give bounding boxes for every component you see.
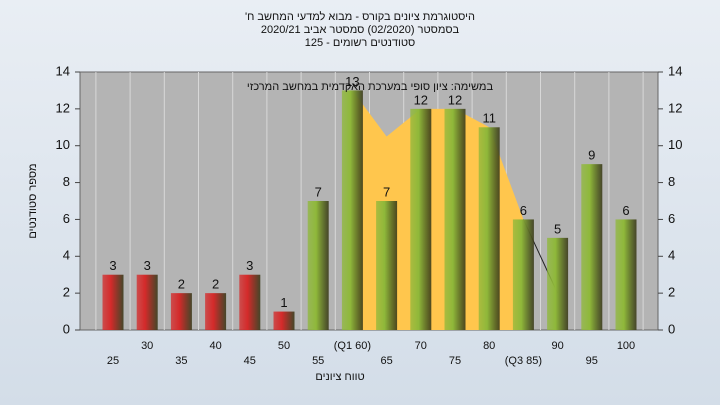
bar xyxy=(410,108,432,330)
bar xyxy=(205,293,227,330)
x-tick-label: 30 xyxy=(141,340,153,352)
y2-tick-label: 12 xyxy=(668,100,682,115)
y-tick-label: 10 xyxy=(56,137,70,152)
y2-tick-label: 14 xyxy=(668,63,682,78)
y2-tick-label: 4 xyxy=(668,248,675,263)
x-tick-label: 65 xyxy=(380,355,392,367)
value-label: 12 xyxy=(414,92,428,107)
bar xyxy=(102,274,124,330)
x-tick-label: (Q1 60) xyxy=(334,340,371,352)
x-tick-label: 90 xyxy=(551,340,563,352)
y-tick-label: 8 xyxy=(63,174,70,189)
x-tick-label: 80 xyxy=(483,340,495,352)
value-label: 12 xyxy=(448,92,462,107)
bar xyxy=(307,201,329,330)
y-tick-label: 4 xyxy=(63,248,70,263)
x-tick-label: 35 xyxy=(175,355,187,367)
value-label: 2 xyxy=(178,277,185,292)
y2-tick-label: 2 xyxy=(668,285,675,300)
x-tick-label: 55 xyxy=(312,355,324,367)
bar xyxy=(547,237,569,330)
bar xyxy=(170,293,192,330)
x-tick-label: (Q3 85) xyxy=(505,355,542,367)
x-tick-label: 50 xyxy=(278,340,290,352)
value-label: 7 xyxy=(383,184,390,199)
y2-tick-label: 10 xyxy=(668,137,682,152)
chart-subtitle: סטודנטים רשומים - 125 xyxy=(305,37,416,49)
bar xyxy=(581,164,603,330)
y-tick-label: 6 xyxy=(63,211,70,226)
annotation: במשימה: ציון סופי במערכת האקדמית במחשב ה… xyxy=(247,81,494,93)
bar xyxy=(615,219,637,330)
x-tick-label: 95 xyxy=(586,355,598,367)
y-tick-label: 2 xyxy=(63,285,70,300)
y-tick-label: 12 xyxy=(56,100,70,115)
y-axis-label: מספר סטודנטים xyxy=(27,163,39,238)
value-label: 9 xyxy=(588,148,595,163)
x-tick-label: 70 xyxy=(415,340,427,352)
chart-subtitle: בסמסטר (02/2020) סמסטר אביב 2020/21 xyxy=(261,24,460,36)
bar xyxy=(444,108,466,330)
value-label: 5 xyxy=(554,221,561,236)
bar xyxy=(341,90,363,330)
bar xyxy=(478,127,500,331)
x-tick-label: 75 xyxy=(449,355,461,367)
x-tick-label: 100 xyxy=(617,340,635,352)
x-axis-label: טווח ציונים xyxy=(315,371,364,383)
value-label: 11 xyxy=(482,111,496,126)
bar xyxy=(136,274,158,330)
bar xyxy=(239,274,261,330)
y2-tick-label: 8 xyxy=(668,174,675,189)
y-tick-label: 14 xyxy=(56,63,70,78)
value-label: 3 xyxy=(144,258,151,273)
value-label: 7 xyxy=(315,184,322,199)
y-tick-label: 0 xyxy=(63,321,70,336)
value-label: 2 xyxy=(212,277,219,292)
chart-title: 'היסטוגרמת ציונים בקורס - מבוא למדעי המח… xyxy=(245,10,475,23)
value-label: 3 xyxy=(246,258,253,273)
x-tick-label: 40 xyxy=(209,340,221,352)
y2-tick-label: 0 xyxy=(668,321,675,336)
value-label: 3 xyxy=(109,258,116,273)
x-tick-label: 25 xyxy=(107,355,119,367)
bar xyxy=(376,201,398,330)
bar xyxy=(512,219,534,330)
value-label: 1 xyxy=(280,295,287,310)
value-label: 6 xyxy=(622,203,629,218)
bar xyxy=(273,311,295,330)
x-tick-label: 45 xyxy=(244,355,256,367)
value-label: 13 xyxy=(345,74,359,89)
y2-tick-label: 6 xyxy=(668,211,675,226)
value-label: 6 xyxy=(520,203,527,218)
